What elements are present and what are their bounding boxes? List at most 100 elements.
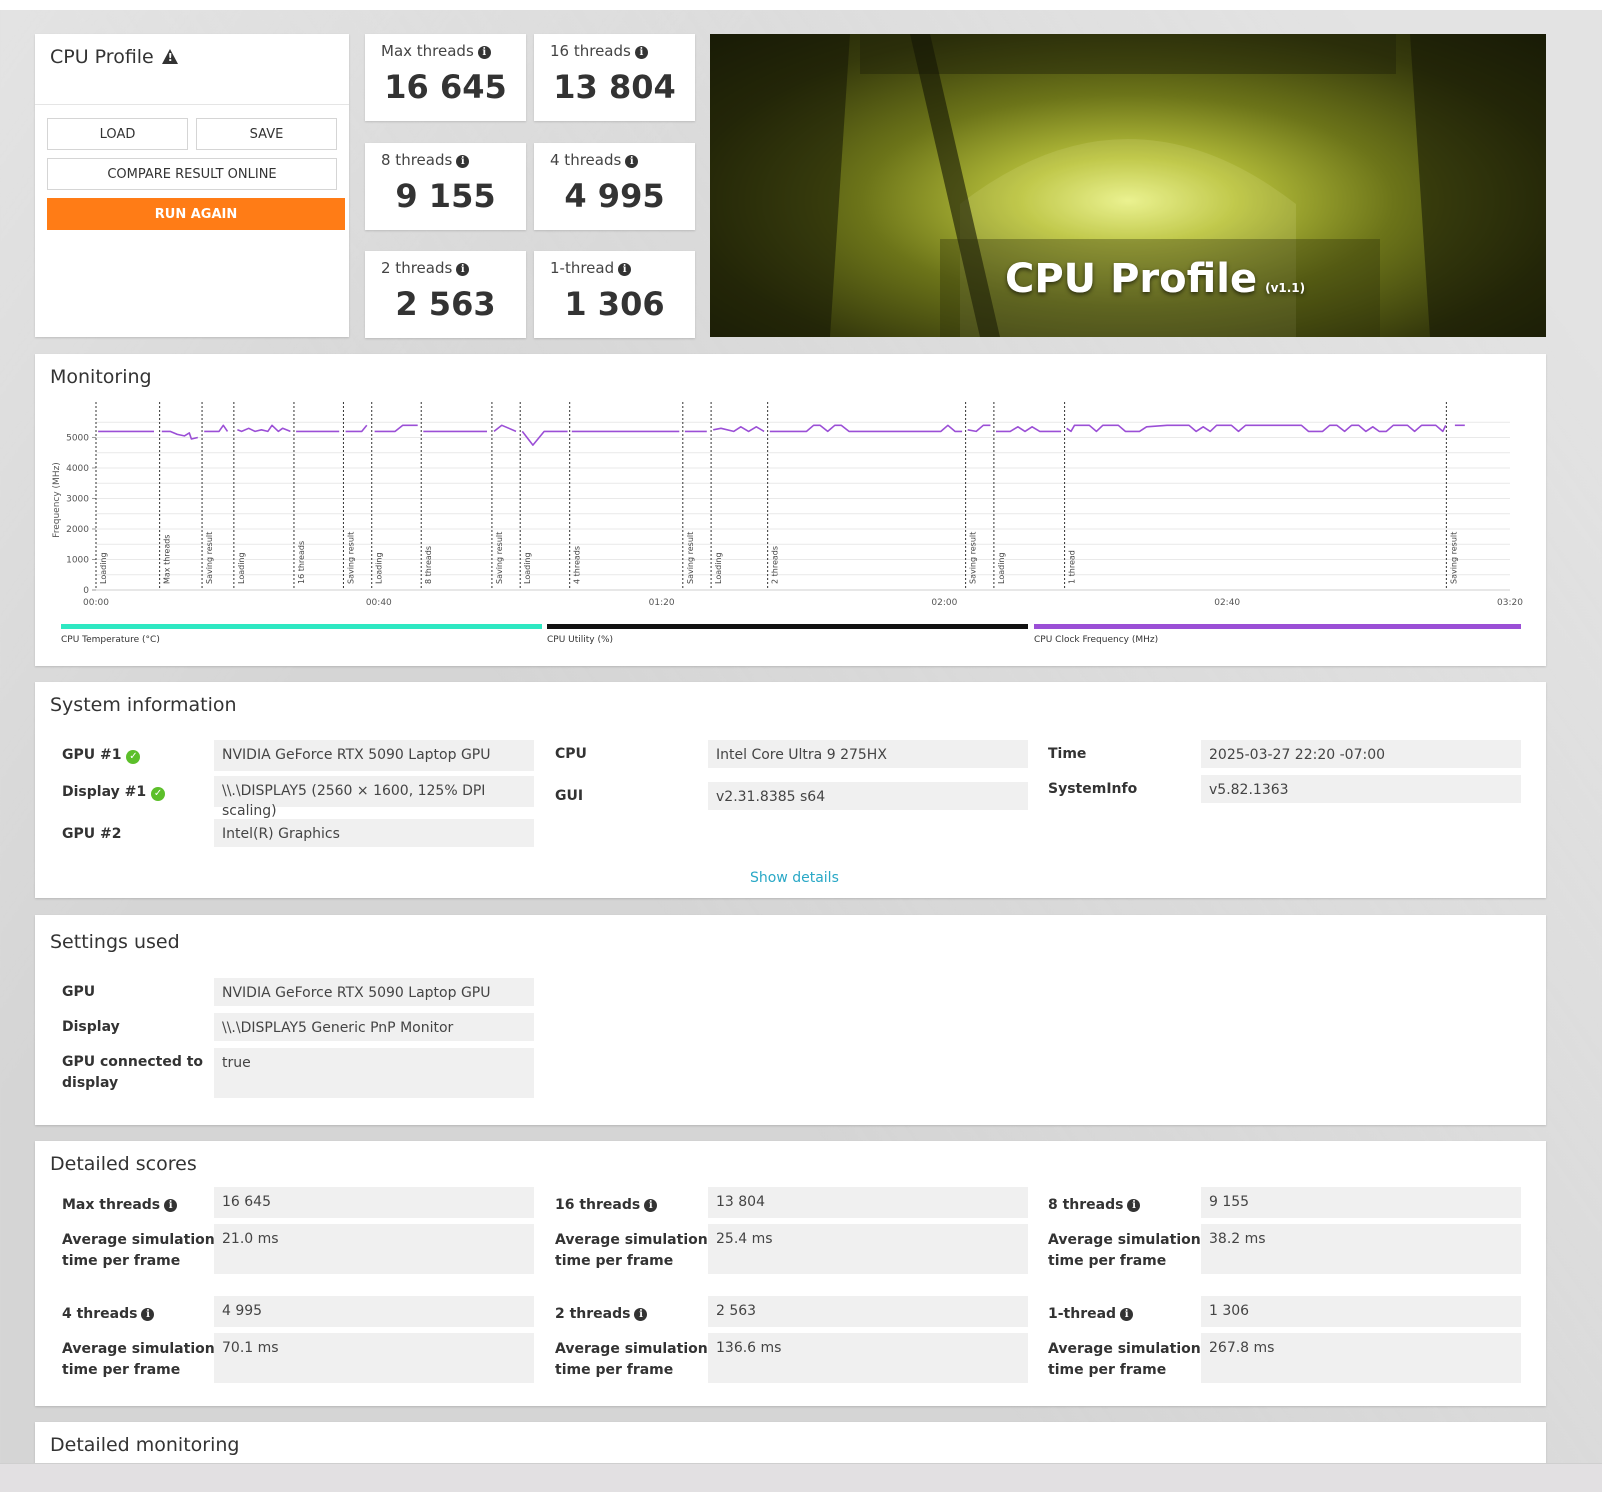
- phase-marker-label: Saving result: [346, 532, 355, 584]
- detailed-monitoring-panel: Detailed monitoring: [35, 1422, 1546, 1463]
- legend-bar-frequency: [1034, 624, 1521, 629]
- info-icon[interactable]: i: [644, 1199, 658, 1212]
- frequency-series-segment: [1066, 424, 1447, 433]
- score-tile-value: 1 306: [564, 285, 665, 323]
- frequency-series-segment: [345, 424, 368, 433]
- info-icon[interactable]: i: [164, 1199, 178, 1212]
- banner-artwork: [710, 34, 1546, 337]
- banner-version: (v1.1): [1265, 281, 1306, 295]
- phase-marker-label: Loading: [99, 552, 108, 584]
- detailed-score-label: Max threads i: [62, 1195, 178, 1216]
- detailed-score-value: 9 155: [1201, 1187, 1521, 1218]
- avg-sim-label-line1: Average simulation: [555, 1341, 708, 1357]
- avg-sim-value: 38.2 ms: [1201, 1224, 1521, 1274]
- score-tile-label: Max threads i: [381, 42, 491, 60]
- frequency-series-segment: [493, 424, 517, 433]
- frequency-series-segment: [996, 426, 1062, 433]
- settings-gpu-connected-line1: GPU connected to: [62, 1054, 204, 1070]
- warning-icon[interactable]: [161, 49, 178, 64]
- system-info-panel: System information GPU #1 ✓ NVIDIA GeForc…: [35, 682, 1546, 898]
- benchmark-banner: CPU Profile (v1.1): [710, 34, 1546, 337]
- score-tile-label: 16 threads i: [550, 42, 648, 60]
- frequency-series-segment: [237, 424, 291, 433]
- avg-sim-label: Average simulation time per frame: [62, 1339, 215, 1381]
- info-icon[interactable]: i: [618, 263, 632, 276]
- score-tile-16-threads: 16 threads i 13 804: [534, 34, 695, 121]
- score-tile-label: 4 threads i: [550, 151, 639, 169]
- time-value: 2025-03-27 22:20 -07:00: [1201, 740, 1521, 768]
- avg-sim-value: 267.8 ms: [1201, 1333, 1521, 1383]
- frequency-series-segment: [521, 430, 568, 446]
- phase-marker-label: 8 threads: [424, 546, 433, 584]
- phase-marker-label: Saving result: [686, 532, 695, 584]
- display1-value: \\.\DISPLAY5 (2560 × 1600, 125% DPI scal…: [214, 776, 534, 819]
- settings-panel: Settings used GPU NVIDIA GeForce RTX 509…: [35, 915, 1546, 1125]
- phase-marker-label: Loading: [237, 552, 246, 584]
- info-icon[interactable]: i: [625, 155, 639, 168]
- avg-sim-label-line1: Average simulation: [555, 1232, 708, 1248]
- detailed-score-label: 2 threads i: [555, 1304, 648, 1325]
- score-label-text: 16 threads: [550, 42, 631, 60]
- score-label-text: 8 threads: [381, 151, 453, 169]
- detailed-score-value: 16 645: [214, 1187, 534, 1218]
- frequency-chart: 0 1000 2000 3000 4000 5000 Frequency (MHz) 00:0…: [52, 402, 1523, 608]
- avg-sim-value: 136.6 ms: [708, 1333, 1028, 1383]
- cpu-label: CPU: [555, 746, 587, 762]
- frequency-series-segment: [713, 426, 765, 433]
- info-icon[interactable]: i: [634, 1308, 648, 1321]
- score-tile-value: 2 563: [395, 285, 496, 323]
- show-details-link[interactable]: Show details: [750, 870, 839, 886]
- frequency-series-segment: [769, 424, 963, 433]
- phase-marker-label: 4 threads: [573, 546, 582, 584]
- y-tick-label: 5000: [66, 433, 89, 443]
- settings-gpu-connected-label: GPU connected to display: [62, 1052, 203, 1094]
- avg-sim-label-line2: time per frame: [1048, 1253, 1167, 1269]
- display1-label-text: Display #1: [62, 784, 147, 800]
- phase-marker-label: Saving result: [1449, 532, 1458, 584]
- phase-marker-label: Loading: [375, 552, 384, 584]
- detailed-scores-panel: Detailed scores Max threads i 16 645 Averag…: [35, 1141, 1546, 1406]
- banner-title-text: CPU Profile: [1005, 256, 1258, 302]
- phase-marker-label: Loading: [714, 552, 723, 584]
- system-info-title: System information: [50, 694, 237, 716]
- avg-sim-label-line2: time per frame: [1048, 1362, 1167, 1378]
- info-icon[interactable]: i: [141, 1308, 155, 1321]
- info-icon[interactable]: i: [1120, 1308, 1134, 1321]
- score-tile-label: 2 threads i: [381, 259, 470, 277]
- profile-title-text: CPU Profile: [50, 46, 154, 68]
- bottom-strip: [0, 1463, 1602, 1492]
- detailed-score-label: 8 threads i: [1048, 1195, 1141, 1216]
- detailed-score-value: 2 563: [708, 1296, 1028, 1327]
- detailed-score-label-text: 8 threads: [1048, 1197, 1124, 1213]
- legend-label-temperature: CPU Temperature (°C): [61, 635, 160, 645]
- load-button[interactable]: LOAD: [47, 118, 188, 150]
- info-icon[interactable]: i: [456, 155, 470, 168]
- info-icon[interactable]: i: [456, 263, 470, 276]
- gpu1-label-text: GPU #1: [62, 747, 122, 763]
- compare-result-online-button[interactable]: COMPARE RESULT ONLINE: [47, 158, 337, 190]
- avg-sim-label-line2: time per frame: [62, 1253, 181, 1269]
- phase-marker-label: 16 threads: [297, 541, 306, 584]
- info-icon[interactable]: i: [477, 46, 491, 59]
- phase-marker-label: 1 thread: [1068, 550, 1077, 584]
- legend-bar-temperature: [61, 624, 542, 629]
- avg-sim-label-line2: time per frame: [62, 1362, 181, 1378]
- x-tick-label: 02:40: [1214, 598, 1240, 608]
- frequency-series-segment: [161, 430, 198, 440]
- save-button[interactable]: SAVE: [196, 118, 337, 150]
- avg-sim-label: Average simulation time per frame: [555, 1339, 708, 1381]
- info-icon[interactable]: i: [1127, 1199, 1141, 1212]
- avg-sim-label-line1: Average simulation: [1048, 1341, 1201, 1357]
- score-label-text: 2 threads: [381, 259, 453, 277]
- x-tick-label: 00:00: [83, 598, 109, 608]
- info-icon[interactable]: i: [634, 46, 648, 59]
- time-label: Time: [1048, 746, 1087, 762]
- banner-title: CPU Profile (v1.1): [1005, 256, 1305, 302]
- run-again-button[interactable]: RUN AGAIN: [47, 198, 345, 230]
- avg-sim-value: 25.4 ms: [708, 1224, 1028, 1274]
- settings-gpu-label: GPU: [62, 984, 96, 1000]
- detailed-score-label-text: 16 threads: [555, 1197, 641, 1213]
- avg-sim-label-line2: time per frame: [555, 1362, 674, 1378]
- settings-display-label: Display: [62, 1019, 120, 1035]
- detailed-score-label-text: 2 threads: [555, 1306, 631, 1322]
